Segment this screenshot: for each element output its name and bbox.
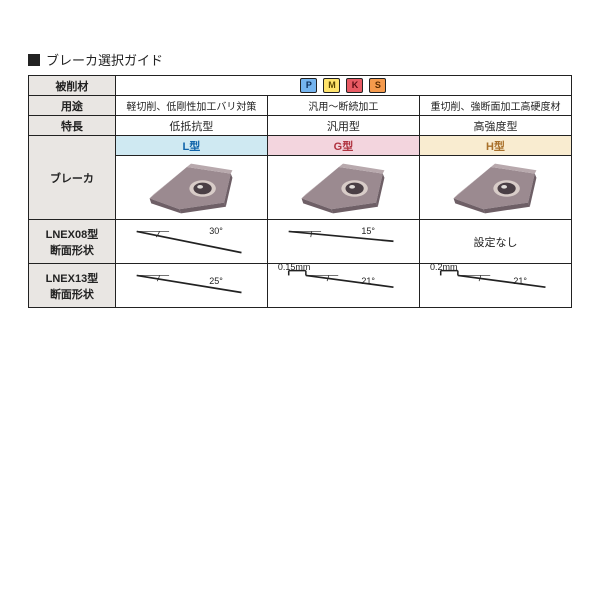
lnex13-angle-H: 21°	[513, 276, 527, 286]
usage-col-1: 汎用～断続加工	[308, 102, 378, 113]
usage-col-2: 重切削、強断面加工高硬度材	[430, 102, 560, 113]
section-title: ブレーカ選択ガイド	[28, 50, 572, 69]
breaker-guide-table: 被削材PMKS用途軽切削、低剛性加工バリ対策汎用～断続加工重切削、強断面加工高硬…	[28, 75, 572, 308]
title-square-icon	[28, 54, 40, 66]
lnex13-cell-L: 25°	[115, 264, 267, 308]
material-badge-K: K	[346, 78, 363, 93]
feature-col-0: 低抵抗型	[169, 121, 213, 133]
lnex13-angle-L: 25°	[209, 276, 223, 286]
lnex13-angle-G: 21°	[361, 276, 375, 286]
insert-cell-G	[267, 156, 419, 220]
row-header-feature: 特長	[29, 116, 116, 136]
lnex08-none-H: 設定なし	[473, 237, 517, 249]
lnex13-cell-G: 21° 0.15mm	[267, 264, 419, 308]
material-badge-P: P	[300, 78, 317, 93]
row-header-lnex13: LNEX13型断面形状	[29, 264, 116, 308]
row-header-lnex08: LNEX08型断面形状	[29, 220, 116, 264]
row-header-breaker: ブレーカ	[29, 136, 116, 220]
cross-section-icon	[127, 220, 255, 260]
cross-section-icon	[279, 220, 407, 260]
type-head-L: L型	[116, 138, 267, 154]
usage-col-0: 軽切削、低剛性加工バリ対策	[126, 102, 256, 113]
type-head-G: G型	[268, 138, 419, 154]
cross-section-icon	[127, 264, 255, 304]
lnex08-cell-L: 30°	[115, 220, 267, 264]
row-header-usage: 用途	[29, 96, 116, 116]
feature-col-1: 汎用型	[327, 121, 360, 133]
lnex08-cell-G: 15°	[267, 220, 419, 264]
feature-col-2: 高強度型	[473, 121, 517, 133]
lnex13-cell-H: 21° 0.2mm	[419, 264, 571, 308]
insert-cell-H	[419, 156, 571, 220]
insert-cell-L	[115, 156, 267, 220]
insert-icon	[445, 157, 545, 215]
lnex08-angle-G: 15°	[361, 226, 375, 236]
material-badge-M: M	[323, 78, 340, 93]
title-text: ブレーカ選択ガイド	[46, 50, 163, 69]
lnex13-land-G: 0.15mm	[278, 262, 311, 272]
material-badge-S: S	[369, 78, 386, 93]
material-badges-cell: PMKS	[115, 76, 571, 96]
insert-icon	[141, 157, 241, 215]
lnex13-land-H: 0.2mm	[430, 262, 458, 272]
row-header-material: 被削材	[29, 76, 116, 96]
lnex08-angle-L: 30°	[209, 226, 223, 236]
type-head-H: H型	[420, 138, 571, 154]
insert-icon	[293, 157, 393, 215]
lnex08-cell-H: 設定なし	[419, 220, 571, 264]
